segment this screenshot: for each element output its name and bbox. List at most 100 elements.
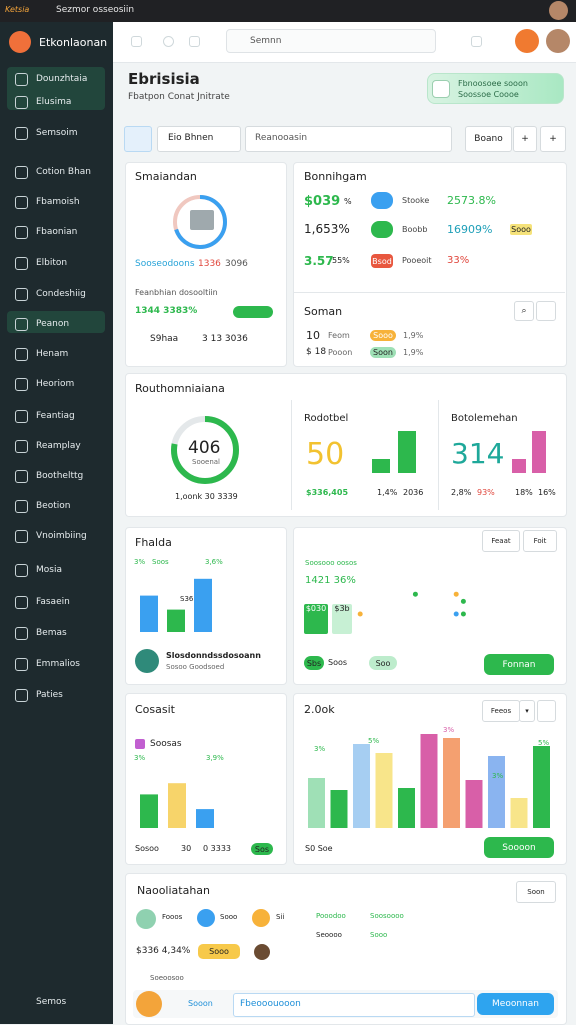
avatar (254, 944, 270, 960)
nav-label[interactable]: Elusima (36, 97, 72, 107)
nav-label[interactable]: Condeshiig (36, 289, 86, 299)
legend-text: Pooodoo (316, 912, 346, 920)
bar (510, 798, 528, 828)
gauge-icon (190, 210, 214, 230)
filter-search-text[interactable]: Reanooasin (255, 133, 308, 143)
metric-value: $039 (304, 194, 341, 209)
avatar[interactable] (515, 29, 539, 53)
add-button[interactable]: + (513, 126, 537, 152)
nav-icon (15, 627, 28, 640)
nav-label[interactable]: Cotion Bhan (36, 167, 91, 177)
bar-label: 3% (492, 772, 504, 780)
card-title: 2.0ok (304, 703, 335, 716)
nav-label[interactable]: Heoriom (36, 379, 75, 389)
filter-search[interactable] (245, 126, 452, 152)
add-button[interactable]: + (540, 126, 566, 152)
nav-label[interactable]: Bemas (36, 628, 67, 638)
icon[interactable] (189, 36, 200, 47)
icon[interactable] (131, 36, 142, 47)
point (357, 611, 363, 617)
nav-label[interactable]: Beotion (36, 501, 71, 511)
search-box[interactable] (226, 29, 436, 53)
avatar[interactable] (549, 1, 568, 20)
action-button[interactable]: Fonnan (484, 654, 554, 675)
browser-bar (0, 0, 576, 22)
filter-select[interactable] (157, 126, 241, 152)
nav-label[interactable]: Vnoimbiing (36, 531, 87, 541)
panel-title: Rodotbel (304, 413, 349, 424)
search-text[interactable]: Sooon (188, 999, 213, 1008)
pill-text: Soos (328, 658, 348, 667)
nav-label[interactable]: Fasaein (36, 597, 70, 607)
bar (140, 595, 158, 632)
gauge-label: Sooseodoons (135, 259, 195, 269)
action-button[interactable]: Soooon (484, 837, 554, 858)
metric-label: Stooke (402, 196, 430, 205)
nav-label[interactable]: Reamplay (36, 441, 81, 451)
button[interactable]: Foit (523, 530, 557, 552)
gauge-value: 1336 (198, 259, 221, 269)
active-item (7, 67, 105, 110)
nav-label[interactable]: Mosia (36, 565, 62, 575)
browser-tab[interactable]: Sezmor osseosiin (56, 5, 135, 15)
sub-label: Pooon (328, 348, 353, 357)
nav-label[interactable]: Fbamoish (36, 197, 80, 207)
button[interactable]: Feaat (482, 530, 520, 552)
panel-footer: 2036 (403, 488, 424, 497)
nav-label[interactable]: Feantiag (36, 411, 75, 421)
point (460, 611, 466, 617)
panel-footer: 16% (538, 488, 556, 497)
pill: Sos (251, 843, 273, 855)
input[interactable] (233, 993, 475, 1017)
nav-label[interactable]: Henam (36, 349, 69, 359)
button[interactable]: Soon (516, 881, 556, 903)
nav-label[interactable]: Fbaonian (36, 227, 78, 237)
more-button[interactable] (536, 301, 556, 321)
input-text[interactable]: Fbeooouooon (240, 999, 301, 1009)
action-button[interactable]: Meoonnan (477, 993, 554, 1015)
nav-label[interactable]: Peanon (36, 319, 70, 329)
icon[interactable] (163, 36, 174, 47)
icon[interactable] (471, 36, 482, 47)
banner-text: Fbnoosoee sooon (458, 79, 528, 88)
search-text[interactable]: Semnn (250, 36, 282, 46)
metric-tag: Sooo (510, 224, 532, 235)
filter-button[interactable]: Boano (465, 126, 512, 152)
bar (168, 783, 186, 828)
avatar[interactable] (546, 29, 570, 53)
page-subtitle: Fbatpon Conat Jnitrate (128, 92, 230, 102)
card-title: Bonnihgam (304, 170, 367, 183)
value: 1421 36% (305, 575, 356, 586)
nav-icon (15, 96, 28, 109)
nav-label[interactable]: Elbiton (36, 258, 68, 268)
gauge-label: Sooenal (192, 458, 220, 466)
bar (140, 794, 158, 828)
bar (512, 459, 526, 473)
nav-label[interactable]: Semsoim (36, 128, 78, 138)
bar-label: S36 (180, 595, 194, 603)
filter-icon[interactable] (124, 126, 152, 152)
sidebar-footer[interactable]: Semos (36, 997, 67, 1007)
button[interactable] (537, 700, 556, 722)
active-item (7, 311, 105, 333)
bar (167, 609, 185, 632)
bar-label: Soos (152, 558, 169, 566)
thumbnail (135, 649, 159, 673)
brand-name: Etkonlaonan (39, 36, 108, 49)
search-button[interactable]: ⌕ (514, 301, 534, 321)
bar (533, 746, 550, 828)
dropdown[interactable]: ▾ (519, 700, 535, 722)
small-text: Soeoosoo (150, 974, 184, 982)
nav-label[interactable]: Emmalios (36, 659, 80, 669)
nav-label[interactable]: Paties (36, 690, 63, 700)
nav-label[interactable]: Dounzhtaia (36, 74, 88, 84)
sub-pct: 1,9% (403, 348, 424, 357)
footer-text: Sosoo (135, 844, 159, 853)
button[interactable]: Feeos (482, 700, 520, 722)
point (453, 591, 459, 597)
filter-select-text[interactable]: Eio Bhnen (168, 133, 214, 143)
tag-text: Soosas (150, 739, 182, 749)
bar (398, 788, 415, 828)
bar (308, 778, 325, 828)
nav-label[interactable]: Boothelttg (36, 471, 84, 481)
